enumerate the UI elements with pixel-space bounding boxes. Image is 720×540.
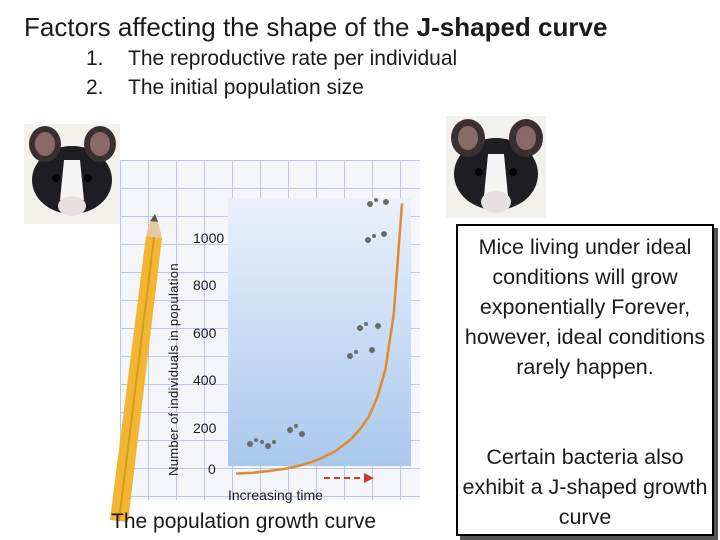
info-paragraph-1: Mice living under ideal conditions will … (464, 235, 706, 379)
factor-list: 1. The reproductive rate per individual 2… (86, 44, 457, 102)
plot-area (228, 198, 411, 466)
mouse-photo-left (24, 124, 120, 224)
y-tick-label: 1000 (193, 230, 225, 246)
factor-number: 2. (86, 76, 104, 99)
y-tick-label: 800 (193, 277, 217, 294)
growth-curve-line (235, 203, 404, 475)
factor-number: 1. (86, 47, 104, 70)
title-bold: J-shaped curve (416, 12, 608, 42)
y-tick-label: 400 (193, 372, 217, 389)
info-textbox: Mice living under ideal conditions will … (456, 224, 714, 536)
y-tick-label: 600 (193, 324, 217, 341)
y-axis-label: Number of individuals in population (166, 263, 181, 476)
pencil-icon (110, 214, 162, 522)
x-axis-label: Increasing time (228, 487, 323, 503)
title-prefix: Factors affecting the shape of the (24, 12, 417, 42)
factor-item: 2. The initial population size (86, 73, 457, 102)
mouse-footprint-icon (247, 198, 389, 449)
slide-title: Factors affecting the shape of the J-sha… (24, 12, 607, 43)
info-paragraph-2: Certain bacteria also exhibit a J-shaped… (462, 445, 708, 529)
time-arrow-icon (324, 473, 374, 483)
factor-text: The reproductive rate per individual (128, 47, 458, 70)
factor-text: The initial population size (128, 76, 364, 99)
chart-title: The population growth curve (111, 510, 376, 533)
y-tick-label: 200 (193, 419, 217, 436)
mouse-photo-right (446, 116, 546, 218)
factor-item: 1. The reproductive rate per individual (86, 44, 457, 73)
y-tick-label: 0 (208, 461, 216, 477)
